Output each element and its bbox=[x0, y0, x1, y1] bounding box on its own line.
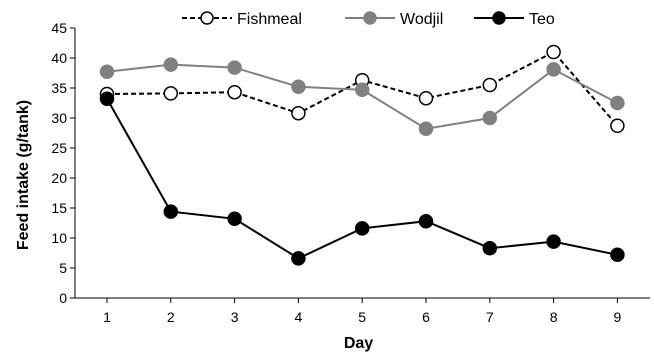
data-point bbox=[163, 57, 179, 72]
x-tick-label: 7 bbox=[486, 309, 494, 325]
x-tick-label: 5 bbox=[358, 309, 366, 325]
data-point bbox=[291, 251, 306, 266]
data-point bbox=[482, 77, 498, 93]
data-point bbox=[291, 105, 306, 121]
series-teo bbox=[99, 91, 625, 266]
legend-item-wodjil: Wodjil bbox=[345, 11, 443, 28]
legend-item-teo: Teo bbox=[474, 11, 555, 28]
data-point bbox=[610, 95, 625, 111]
x-axis-title: Day bbox=[344, 335, 373, 352]
data-point bbox=[227, 211, 242, 227]
data-point bbox=[354, 221, 370, 236]
legend: Fishmeal Wodjil Teo bbox=[182, 11, 555, 28]
data-point bbox=[418, 213, 434, 229]
legend-item-fishmeal: Fishmeal bbox=[182, 11, 302, 28]
y-axis: 0 5 10 15 20 25 30 35 40 45 bbox=[51, 20, 76, 306]
y-tick-label: 45 bbox=[51, 20, 67, 36]
y-tick-label: 35 bbox=[51, 80, 67, 96]
x-tick-label: 2 bbox=[167, 309, 175, 325]
x-tick-label: 4 bbox=[295, 309, 303, 325]
x-axis: 1 2 3 4 5 6 7 8 9 bbox=[75, 297, 650, 325]
data-point bbox=[610, 118, 625, 134]
data-point bbox=[99, 91, 115, 107]
y-tick-label: 0 bbox=[59, 290, 67, 306]
series-layer bbox=[99, 44, 625, 266]
y-tick-label: 15 bbox=[51, 200, 67, 216]
x-tick-label: 6 bbox=[422, 309, 430, 325]
legend-label: Fishmeal bbox=[237, 11, 302, 28]
legend-label: Teo bbox=[529, 11, 555, 28]
data-point bbox=[163, 86, 179, 101]
data-point bbox=[291, 79, 306, 95]
data-point bbox=[99, 64, 115, 80]
x-tick-label: 3 bbox=[231, 309, 239, 325]
data-point bbox=[610, 247, 625, 263]
legend-marker bbox=[200, 11, 214, 25]
data-point bbox=[418, 90, 434, 106]
data-point bbox=[546, 44, 561, 60]
data-point bbox=[227, 60, 242, 75]
data-point bbox=[227, 84, 242, 100]
y-tick-label: 20 bbox=[51, 170, 67, 186]
legend-marker bbox=[363, 11, 377, 25]
y-tick-label: 5 bbox=[59, 260, 67, 276]
data-point bbox=[418, 121, 434, 137]
data-point bbox=[163, 204, 179, 219]
legend-marker bbox=[492, 11, 506, 25]
y-tick-label: 30 bbox=[51, 110, 67, 126]
legend-label: Wodjil bbox=[400, 11, 443, 28]
data-point bbox=[546, 62, 561, 77]
x-tick-label: 8 bbox=[550, 309, 558, 325]
series-wodjil bbox=[99, 57, 625, 137]
data-point bbox=[354, 82, 370, 98]
y-tick-label: 40 bbox=[51, 50, 67, 66]
y-axis-title: Feed intake (g/tank) bbox=[15, 100, 32, 250]
y-tick-label: 10 bbox=[51, 230, 67, 246]
x-tick-label: 9 bbox=[614, 309, 622, 325]
x-tick-label: 1 bbox=[103, 309, 111, 325]
data-point bbox=[482, 110, 498, 126]
data-point bbox=[546, 234, 561, 249]
y-tick-label: 25 bbox=[51, 140, 67, 156]
data-point bbox=[482, 240, 498, 256]
